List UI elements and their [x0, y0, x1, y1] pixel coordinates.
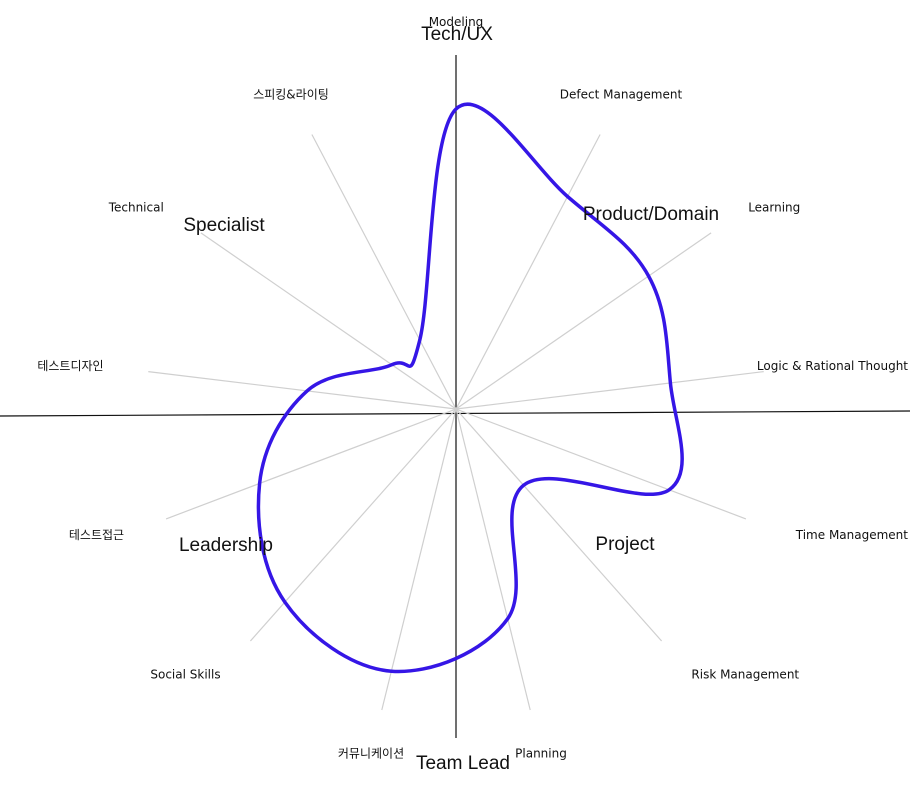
spoke-line: [455, 408, 663, 642]
spoke-label-spoke-12: 스피킹&라이팅: [253, 88, 329, 102]
spoke-label-logic-rational-thought: Logic & Rational Thought: [757, 359, 908, 373]
spoke-line: [165, 408, 457, 520]
spoke-label-spoke-9: 테스트접근: [69, 528, 124, 542]
series-line: [256, 102, 684, 674]
data-point-spoke-10: [305, 389, 309, 393]
quadrant-labels-layer: Tech/UX Product/Domain Project Team Lead…: [179, 24, 719, 774]
spoke-label-time-management: Time Management: [795, 528, 909, 542]
data-point-technical: [390, 363, 394, 367]
data-point-logic-rational-thought: [668, 381, 672, 385]
spoke-line: [381, 408, 457, 711]
series-layer: [256, 102, 684, 674]
spoke-line: [311, 134, 457, 410]
quadrant-label-specialist: Specialist: [183, 215, 265, 236]
data-point-learning: [647, 274, 651, 278]
spokes-layer: [148, 134, 764, 711]
data-point-spoke-12: [418, 338, 422, 342]
spoke-line: [200, 232, 457, 410]
axes-layer: [0, 55, 910, 738]
data-point-spoke-7: [389, 669, 393, 673]
spoke-label-spoke-10: 테스트디자인: [37, 359, 103, 373]
spoke-line: [455, 232, 712, 410]
spoke-label-risk-management: Risk Management: [691, 668, 799, 682]
spoke-line: [455, 134, 601, 410]
data-point-planning: [506, 617, 510, 621]
spoke-line: [455, 408, 531, 711]
quadrant-label-leadership: Leadership: [179, 535, 273, 556]
spoke-line: [249, 408, 457, 642]
data-point-defect-management: [566, 195, 569, 198]
spoke-label-modeling: Modeling: [429, 15, 484, 29]
spoke-line: [455, 371, 764, 410]
quadrant-label-team-lead: Team Lead: [416, 753, 510, 774]
spoke-label-spoke-7: 커뮤니케이션: [338, 747, 404, 761]
spoke-line: [148, 371, 457, 410]
spoke-label-learning: Learning: [748, 200, 800, 214]
spoke-labels-layer: Modeling Defect Management Learning Logic &…: [37, 15, 908, 761]
spoke-label-planning: Planning: [515, 747, 567, 761]
spoke-label-social-skills: Social Skills: [150, 668, 220, 682]
data-point-modeling: [454, 107, 458, 111]
quadrant-label-tech-ux: Tech/UX: [421, 24, 493, 45]
spoke-label-technical: Technical: [108, 200, 164, 214]
quadrant-label-product-domain: Product/Domain: [583, 204, 719, 225]
data-point-spoke-9: [258, 482, 262, 485]
data-point-social-skills: [283, 600, 287, 604]
quadrant-label-project: Project: [595, 534, 655, 555]
data-point-risk-management: [522, 483, 526, 487]
data-point-time-management: [667, 488, 671, 492]
spoke-label-defect-management: Defect Management: [560, 88, 683, 102]
spoke-line: [455, 408, 747, 520]
